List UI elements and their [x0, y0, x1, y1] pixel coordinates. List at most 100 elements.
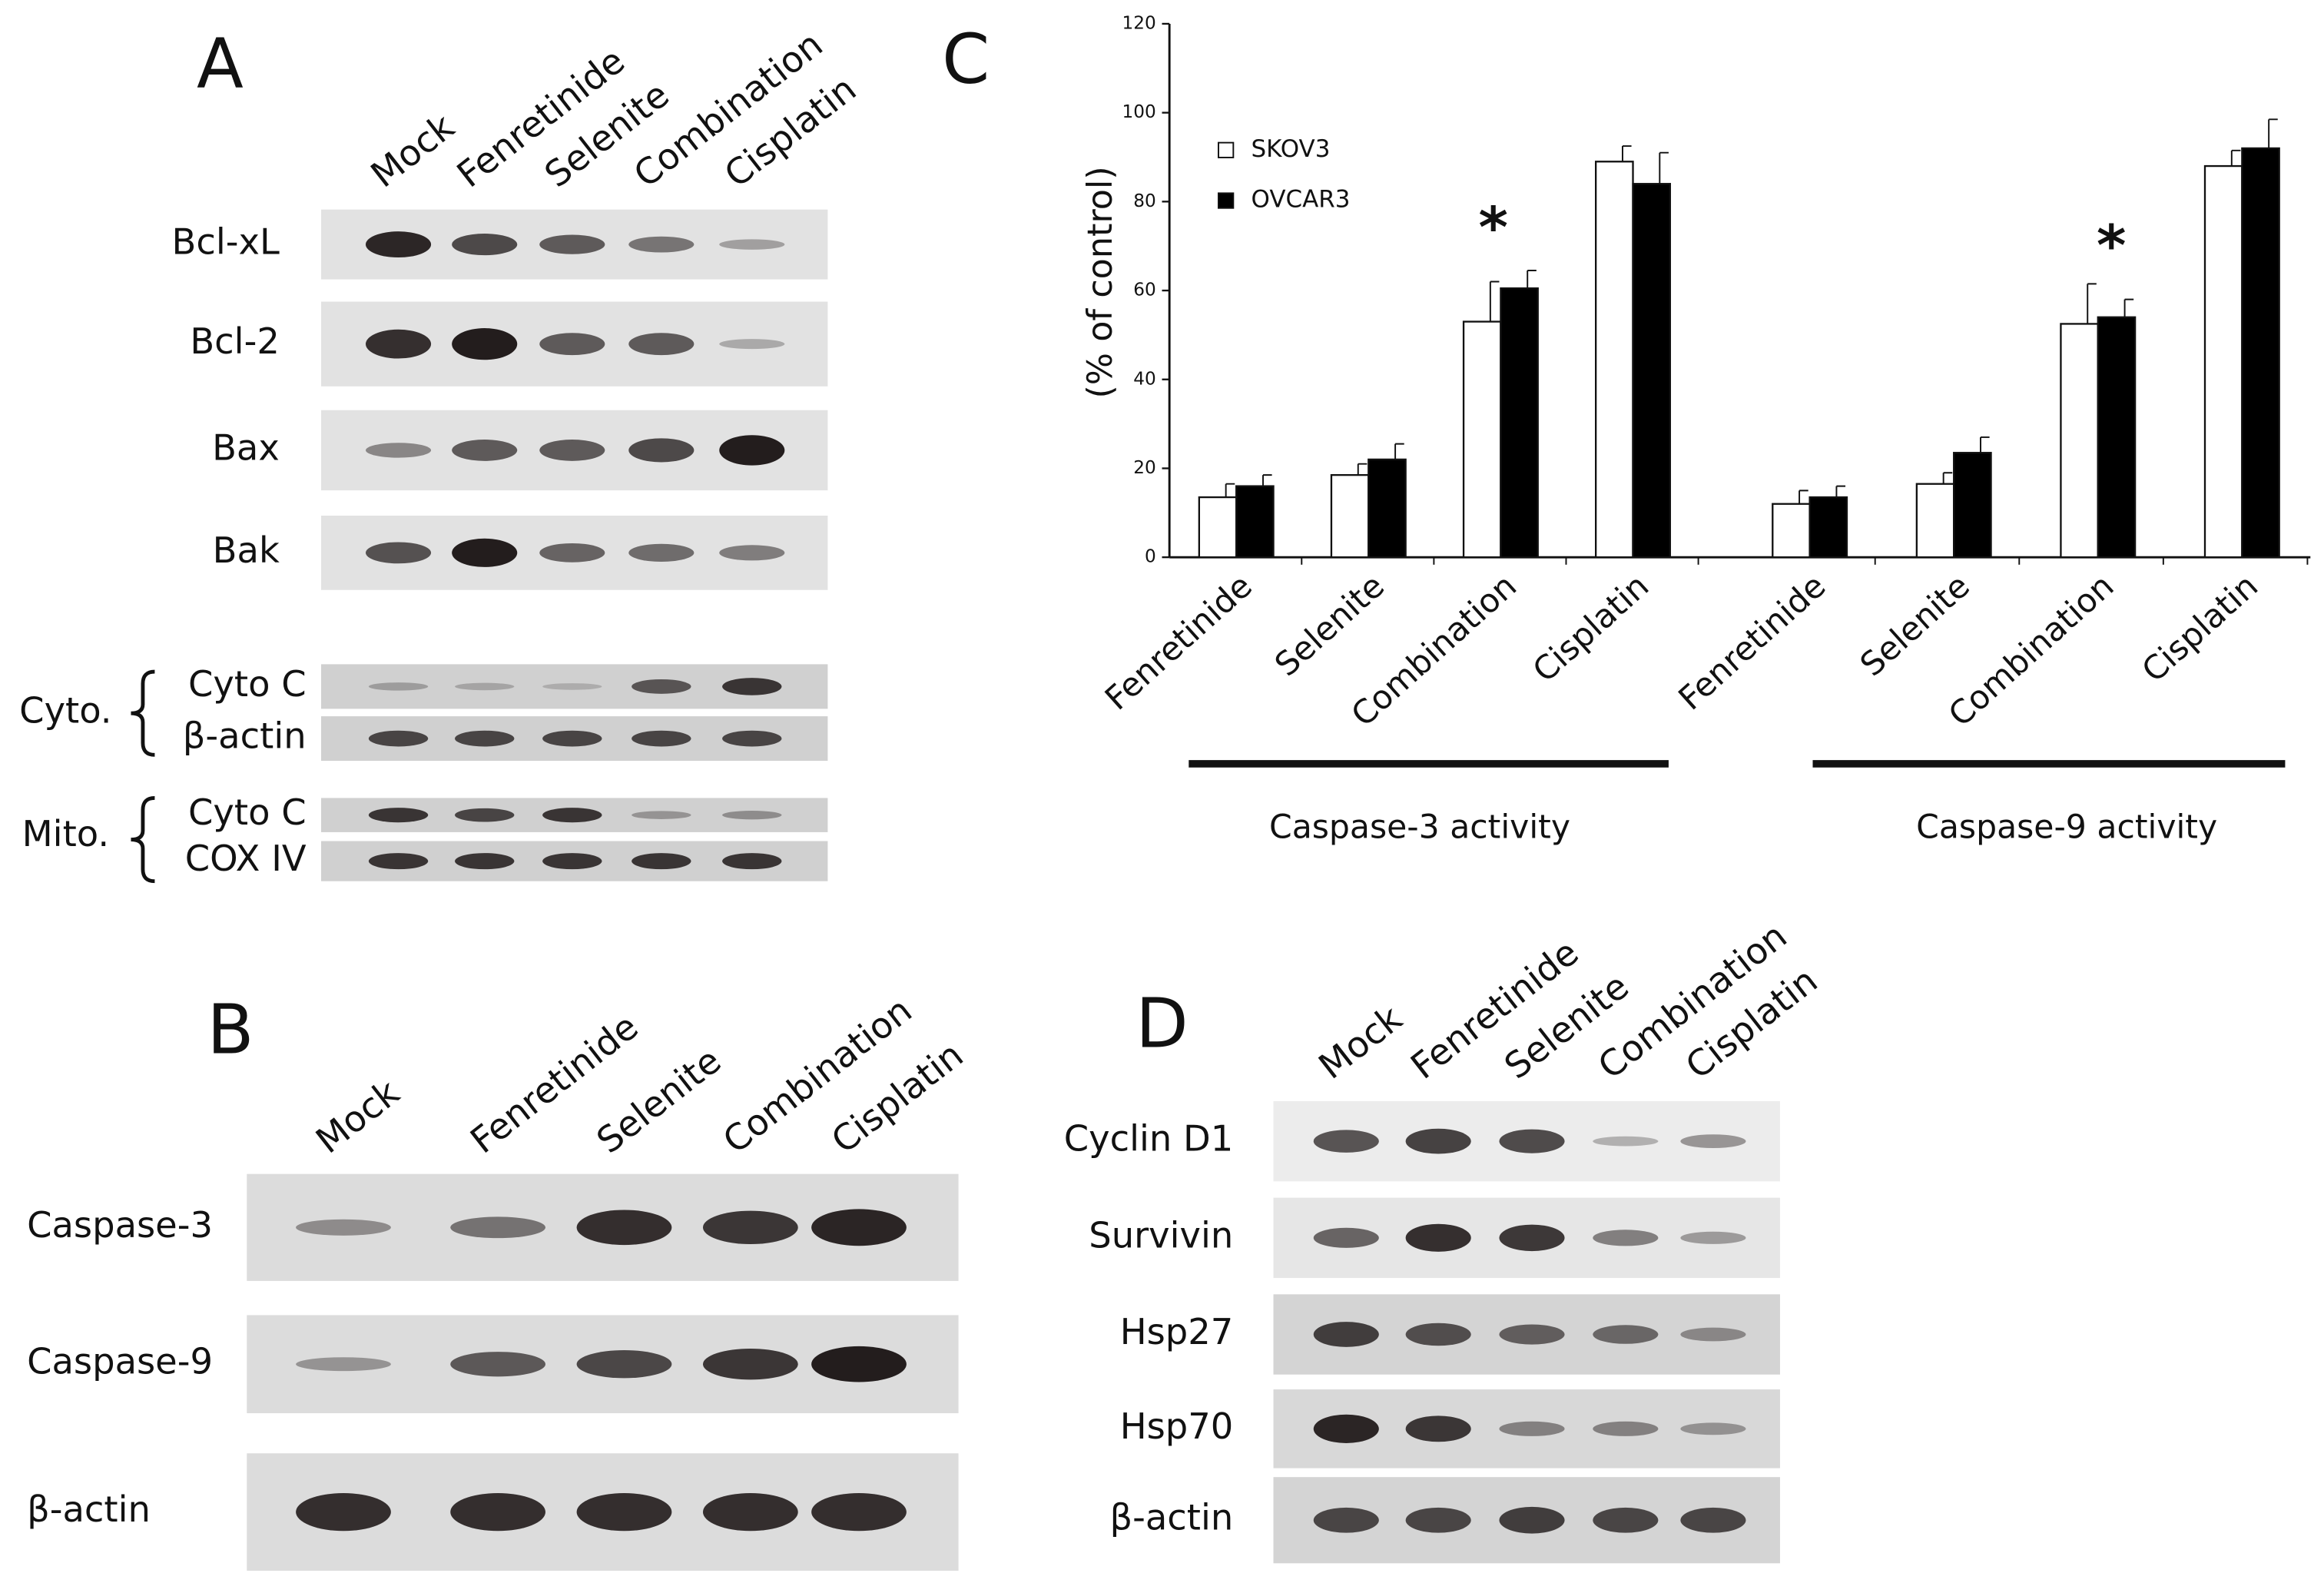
band	[452, 234, 518, 256]
band	[455, 730, 515, 747]
bar	[1198, 496, 1238, 559]
annotation: *	[1479, 196, 1508, 261]
error-bar	[1225, 483, 1235, 498]
y-tick-label: 60	[1133, 280, 1156, 300]
band	[368, 730, 429, 747]
error-bar	[1622, 145, 1632, 162]
band	[452, 440, 518, 461]
bar	[1595, 161, 1634, 559]
band	[366, 443, 432, 458]
band	[1680, 1422, 1746, 1435]
band	[1499, 1129, 1565, 1153]
band	[1313, 1130, 1379, 1153]
group-label: Caspase-3 activity	[1269, 809, 1570, 847]
row-label: Cyto C	[188, 792, 307, 833]
row-label: Hsp27	[1120, 1311, 1234, 1352]
band	[628, 236, 695, 253]
legend-label: SKOV3	[1252, 135, 1331, 163]
band	[1680, 1507, 1746, 1533]
error-bar	[1357, 463, 1368, 476]
band	[632, 811, 691, 819]
band	[542, 683, 602, 690]
band	[811, 1346, 907, 1382]
y-tick-label: 20	[1133, 457, 1156, 478]
band	[452, 328, 518, 360]
legend-label: OVCAR3	[1252, 186, 1351, 214]
band	[450, 1216, 545, 1239]
band	[1313, 1227, 1379, 1248]
band	[702, 1492, 798, 1532]
band	[702, 1210, 798, 1244]
legend-swatch	[1218, 192, 1235, 209]
bar	[1235, 485, 1275, 559]
error-bar	[1942, 472, 1953, 484]
band	[628, 438, 695, 463]
row-label: Caspase-9	[27, 1341, 213, 1382]
bar	[2060, 323, 2099, 559]
bar	[1808, 496, 1848, 559]
band	[539, 234, 605, 254]
band	[632, 730, 691, 747]
bar	[1632, 183, 1672, 559]
band	[722, 853, 782, 870]
x-tick-label: Cisplatin	[2135, 567, 2266, 690]
band	[455, 808, 515, 822]
fraction-label: Cyto.	[19, 690, 111, 732]
bar	[1953, 452, 1992, 559]
band	[450, 1492, 545, 1532]
error-bar	[1835, 485, 1846, 498]
band	[1593, 1325, 1659, 1344]
panel-letter: B	[207, 989, 254, 1069]
band	[452, 538, 518, 567]
band	[1593, 1136, 1659, 1147]
band	[628, 333, 695, 356]
bar	[1330, 473, 1370, 559]
band	[539, 440, 605, 461]
bar	[2203, 164, 2243, 559]
band	[576, 1350, 672, 1379]
band	[719, 545, 785, 561]
band	[1313, 1507, 1379, 1533]
y-tick-label: 100	[1122, 101, 1155, 122]
y-tick-label: 80	[1133, 191, 1156, 211]
band	[539, 543, 605, 563]
x-tick-label: Fenretinide	[1672, 567, 1833, 718]
band	[576, 1492, 672, 1532]
lane-label: Combination	[715, 989, 920, 1161]
brace	[131, 669, 155, 757]
row-label: Cyto C	[188, 663, 307, 705]
bar	[1462, 320, 1502, 559]
band	[296, 1357, 391, 1372]
bar	[2097, 316, 2137, 559]
bar	[1772, 503, 1811, 559]
row-label: Bax	[212, 426, 280, 468]
band	[722, 730, 782, 747]
band	[368, 808, 429, 823]
row-label: COX IV	[185, 838, 307, 879]
band	[811, 1209, 907, 1246]
group-label: Caspase-9 activity	[1916, 809, 2217, 847]
error-bar	[2268, 118, 2278, 148]
brace	[131, 796, 155, 884]
band	[811, 1492, 907, 1532]
bar	[1915, 483, 1955, 559]
row-label: Bak	[213, 529, 280, 571]
y-axis-label: (% of control)	[1081, 166, 1120, 398]
band	[1405, 1223, 1471, 1252]
row-label: Cyclin D1	[1064, 1118, 1234, 1160]
band	[722, 678, 782, 695]
row-label: Bcl-xL	[172, 221, 280, 263]
band	[632, 679, 691, 694]
band	[1405, 1323, 1471, 1346]
band	[1499, 1224, 1565, 1252]
row-label: β-actin	[183, 715, 307, 757]
row-label: Survivin	[1089, 1214, 1233, 1256]
bar	[2241, 147, 2280, 559]
band	[1313, 1414, 1379, 1443]
band	[576, 1210, 672, 1246]
row-label: Caspase-3	[27, 1204, 213, 1246]
bar	[1368, 458, 1407, 559]
band	[366, 231, 432, 258]
error-bar	[1394, 443, 1404, 460]
band	[1499, 1506, 1565, 1534]
